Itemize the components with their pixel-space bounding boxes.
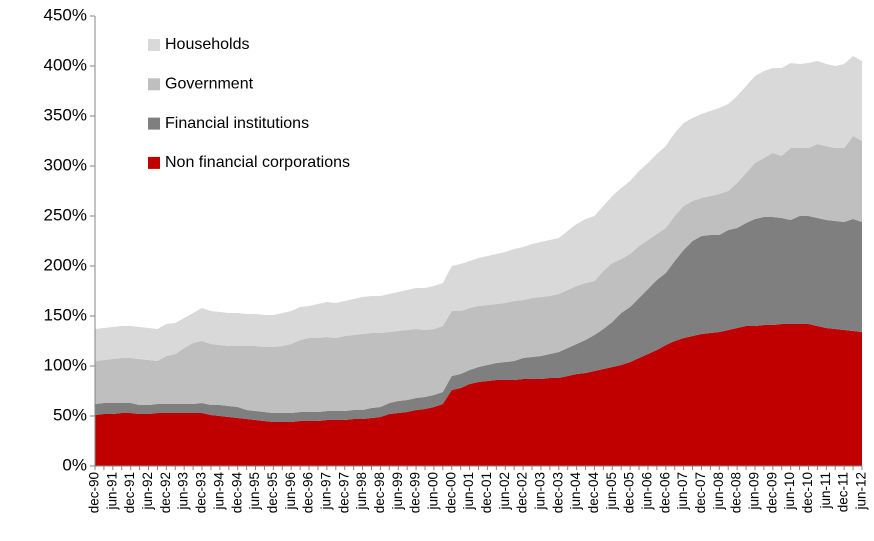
x-tick-label: jun-12 [854,472,869,511]
x-tick-label: jun-99 [390,472,405,511]
legend-swatch [148,78,160,91]
x-tick-label: dec-02 [515,472,530,513]
legend-swatch [148,117,160,130]
x-tick-label: dec-03 [550,472,565,513]
area [95,136,862,413]
x-tick-label: jun-93 [176,472,191,511]
x-tick-label: jun-06 [640,472,655,511]
x-tick-label: jun-98 [354,472,369,511]
x-tick-label: dec-08 [729,472,744,513]
legend-swatch [148,156,160,169]
x-tick-label: dec-10 [800,472,815,513]
x-tick-label: dec-07 [693,472,708,513]
x-tick-label: jun-01 [461,472,476,511]
x-tick-label: jun-07 [675,472,690,511]
legend-label: Government [165,76,254,93]
x-tick-label: jun-11 [818,472,833,510]
x-tick-label: dec-96 [301,472,316,513]
x-tick-label: dec-11 [836,472,851,512]
y-tick-label: 450% [44,5,87,24]
x-tick-label: dec-99 [408,472,423,513]
x-tick-label: jun-91 [104,472,119,511]
x-tick-label: dec-05 [622,472,637,513]
y-tick-label: 0% [62,455,87,474]
x-tick-label: dec-92 [158,472,173,513]
x-tick-label: jun-97 [318,472,333,511]
x-tick-label: dec-97 [336,472,351,513]
x-tick-label: dec-90 [87,472,102,513]
x-tick-label: jun-95 [247,472,262,511]
y-tick-label: 300% [44,155,87,174]
x-tick-label: dec-93 [194,472,209,513]
x-tick-label: dec-95 [265,472,280,513]
x-tick-label: jun-05 [604,472,619,511]
x-tick-label: jun-08 [711,472,726,511]
x-tick-label: jun-02 [497,472,512,511]
x-tick-label: jun-92 [140,472,155,511]
x-tick-label: jun-09 [747,472,762,511]
x-tick-label: dec-91 [122,472,137,513]
legend-label: Financial institutions [165,115,309,132]
y-tick-label: 350% [44,105,87,124]
x-tick-label: dec-06 [657,472,672,513]
x-tick-label: jun-03 [532,472,547,511]
y-tick-label: 50% [53,405,87,424]
x-tick-label: dec-09 [764,472,779,513]
x-tick-label: jun-00 [425,472,440,511]
x-tick-label: dec-98 [372,472,387,513]
x-tick-label: jun-96 [283,472,298,511]
legend-label: Non financial corporations [165,154,350,171]
x-tick-label: jun-10 [782,472,797,511]
x-tick-label: dec-04 [586,472,601,514]
x-tick-label: dec-00 [443,472,458,513]
y-tick-label: 200% [44,255,87,274]
area [95,324,862,466]
y-tick-label: 250% [44,205,87,224]
y-tick-label: 400% [44,55,87,74]
area [95,56,862,361]
y-tick-label: 100% [44,355,87,374]
legend-swatch [148,39,160,51]
y-tick-label: 150% [44,305,87,324]
x-tick-label: jun-94 [211,472,226,511]
x-tick-label: dec-01 [479,472,494,513]
area [95,216,862,422]
x-tick-label: dec-94 [229,472,244,514]
x-tick-label: jun-04 [568,472,583,511]
legend-label: Households [165,36,250,53]
